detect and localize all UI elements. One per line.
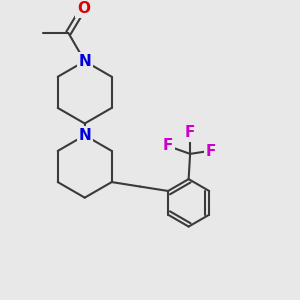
Text: N: N [78,128,91,143]
Text: O: O [77,1,90,16]
Text: F: F [206,144,216,159]
Text: F: F [163,138,173,153]
Text: F: F [185,125,195,140]
Text: N: N [78,54,91,69]
